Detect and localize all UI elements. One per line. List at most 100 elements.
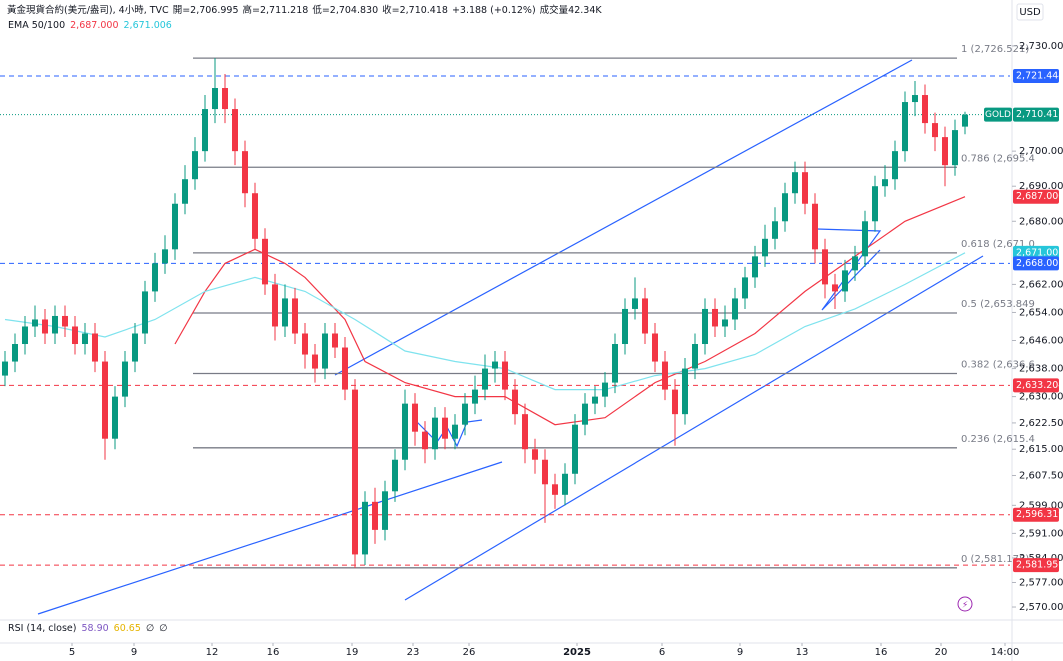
pattern <box>816 228 882 311</box>
price-tag <box>1013 245 1059 260</box>
y-tick-label: 2,607.500 <box>1019 471 1063 482</box>
candle-body <box>862 221 868 257</box>
candle-body <box>852 256 858 271</box>
y-tick-label: 2,700.000 <box>1019 146 1063 157</box>
candle-body <box>162 249 168 264</box>
candle-body <box>72 326 78 345</box>
candle-body <box>642 298 648 334</box>
candle-body <box>732 298 738 320</box>
candle-body <box>462 403 468 425</box>
x-tick-label: 19 <box>346 647 359 658</box>
candle-body <box>12 344 18 362</box>
price-tag-label: 2,710.418 <box>1016 109 1063 120</box>
candle-body <box>292 298 298 334</box>
y-tick-label: 2,654.000 <box>1019 307 1063 318</box>
price-tag <box>1013 507 1059 522</box>
candle-body <box>952 130 958 166</box>
x-tick-label: 9 <box>737 647 743 658</box>
currency: USD <box>1019 7 1041 18</box>
x-tick-label: 14:00 <box>991 647 1020 658</box>
candle-body <box>252 193 258 239</box>
price-tag <box>1013 189 1059 204</box>
candle-body <box>332 333 338 348</box>
price-tag <box>1013 68 1059 83</box>
candle-body <box>382 491 388 530</box>
header-field: 成交量42.34K <box>540 4 603 16</box>
currency-box[interactable] <box>1016 3 1044 21</box>
candle-body <box>932 123 938 138</box>
x-tick-label: 23 <box>407 647 420 658</box>
y-tick-label: 2,591.000 <box>1019 528 1063 539</box>
fib-label: 0.5 (2,653.849 <box>961 299 1035 310</box>
header: 黃金現貨合約(美元/盎司), 4小時, TVC 開=2,706.995 高=2,71… <box>7 4 602 16</box>
x-tick-label: 9 <box>131 647 137 658</box>
candle-body <box>662 361 668 390</box>
y-tick-label: 2,622.500 <box>1019 418 1063 429</box>
candle-body <box>452 424 458 439</box>
candle-body <box>812 203 818 250</box>
fib-label: 1 (2,726.521) <box>961 44 1029 55</box>
symbol-tag <box>984 107 1012 122</box>
price-tag <box>1013 378 1059 393</box>
candle-body <box>892 151 898 180</box>
candle-body <box>52 315 58 334</box>
candle-body <box>312 354 318 369</box>
candle-body <box>792 172 798 194</box>
x-tick-label: 16 <box>875 647 888 658</box>
candle-body <box>902 102 908 152</box>
rsi-value: ∅ <box>146 623 154 634</box>
candle-body <box>832 284 838 292</box>
candle-body <box>702 308 708 345</box>
candle-body <box>242 151 248 194</box>
candle-body <box>352 389 358 555</box>
candle-body <box>122 361 128 397</box>
trend-line <box>334 59 913 376</box>
candle-body <box>962 114 968 127</box>
candle-body <box>202 109 208 152</box>
y-tick-label: 2,690.000 <box>1019 181 1063 192</box>
y-tick-label: 2,570.000 <box>1019 602 1063 613</box>
candle-body <box>342 347 348 390</box>
rsi-legend: RSI (14, close) 58.90 60.65 ∅ ∅ <box>8 623 167 634</box>
candle-body <box>142 291 148 334</box>
candle-body <box>412 403 418 432</box>
candle-body <box>682 368 688 415</box>
candle-body <box>402 403 408 460</box>
candle-body <box>62 315 68 327</box>
candle-body <box>622 308 628 345</box>
candle-body <box>132 333 138 362</box>
candle-body <box>372 501 378 530</box>
price-tag-label: 2,687.000 <box>1016 191 1063 202</box>
rsi-value: 58.90 <box>81 623 108 634</box>
candle-body <box>722 319 728 327</box>
rsi-name: RSI (14, close) <box>8 623 76 634</box>
price-tag <box>1013 107 1059 122</box>
x-tick-label: 26 <box>463 647 476 658</box>
indicator-legend: EMA 50/100 2,687.000 2,671.006 <box>8 20 172 31</box>
price-tag <box>1013 558 1059 573</box>
header-title: 黃金現貨合約(美元/盎司), 4小時, TVC <box>7 4 169 16</box>
candle-body <box>492 361 498 369</box>
candle-body <box>712 308 718 327</box>
price-tag-label: 2,633.204 <box>1016 380 1063 391</box>
candle-body <box>212 88 218 110</box>
candle-body <box>912 95 918 103</box>
candle-body <box>262 238 268 285</box>
candle-body <box>172 203 178 250</box>
candle-body <box>612 344 618 383</box>
y-tick-label: 2,638.000 <box>1019 364 1063 375</box>
price-tag-label: 2,596.319 <box>1016 509 1063 520</box>
candle-body <box>272 284 278 327</box>
rsi-value: 60.65 <box>114 623 141 634</box>
price-tag <box>1013 256 1059 271</box>
candle-body <box>362 501 368 555</box>
x-tick-label: 12 <box>206 647 219 658</box>
candle-body <box>532 449 538 460</box>
candle-body <box>542 459 548 485</box>
symbol-tag-label: GOLD <box>985 110 1011 120</box>
candle-body <box>772 221 778 239</box>
fib-label: 0.786 (2,695.4 <box>961 153 1035 164</box>
y-tick-label: 2,599.000 <box>1019 500 1063 511</box>
